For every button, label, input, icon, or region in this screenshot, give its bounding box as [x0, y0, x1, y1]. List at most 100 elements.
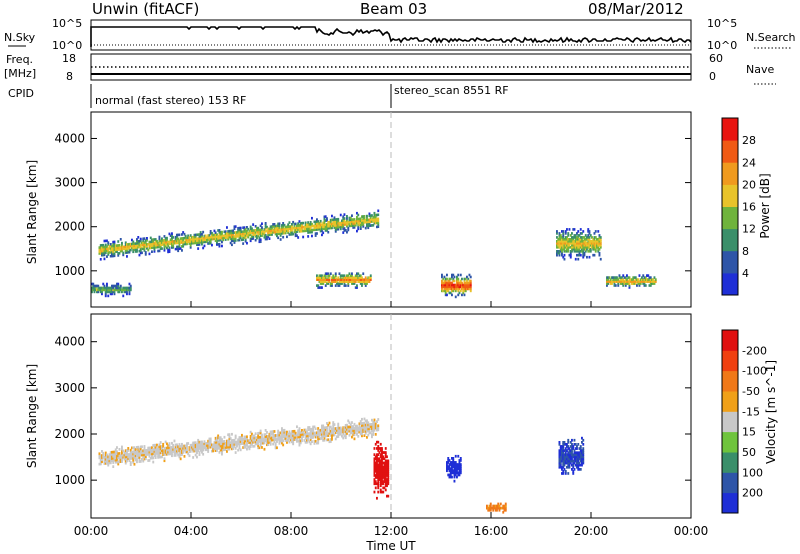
data-cell	[282, 230, 285, 233]
data-cell	[456, 463, 458, 466]
data-cell	[264, 229, 267, 233]
data-cell	[181, 241, 183, 244]
data-cell	[567, 240, 570, 243]
data-cell	[99, 456, 102, 460]
data-cell	[356, 221, 358, 225]
data-cell	[366, 421, 368, 425]
data-cell	[143, 241, 146, 244]
data-cell	[181, 233, 183, 236]
data-cell	[588, 238, 591, 241]
data-cell	[581, 236, 583, 239]
data-cell	[558, 250, 561, 253]
data-cell	[307, 432, 310, 436]
data-cell	[272, 430, 275, 433]
data-cell	[342, 274, 345, 277]
data-cell	[321, 223, 323, 227]
data-cell	[333, 429, 336, 433]
data-cell	[387, 476, 390, 479]
data-cell	[308, 231, 311, 234]
data-cell	[329, 226, 332, 230]
freq-tick-bottom: 8	[66, 70, 73, 83]
data-cell	[383, 463, 386, 467]
data-cell	[252, 233, 255, 236]
data-cell	[341, 225, 343, 229]
data-cell	[347, 228, 350, 232]
data-cell	[264, 435, 267, 438]
data-cell	[236, 233, 238, 236]
data-cell	[574, 244, 577, 247]
data-cell	[576, 242, 578, 245]
data-cell	[239, 436, 242, 439]
data-cell	[239, 440, 242, 443]
data-cell	[194, 235, 197, 239]
data-cell	[566, 236, 568, 239]
data-cell	[162, 451, 165, 454]
data-cell	[644, 278, 647, 281]
data-cell	[326, 227, 328, 230]
data-cell	[503, 506, 506, 510]
data-cell	[144, 453, 147, 456]
data-cell	[353, 431, 356, 434]
data-cell	[317, 220, 320, 223]
data-cell	[338, 221, 341, 225]
data-cell	[316, 435, 318, 439]
data-cell	[372, 422, 375, 426]
time-tick-label: 12:00	[374, 524, 409, 538]
data-cell	[566, 457, 568, 461]
data-cell	[228, 443, 231, 447]
data-cell	[117, 284, 120, 288]
data-cell	[134, 244, 137, 247]
data-cell	[649, 280, 652, 283]
data-cell	[561, 244, 563, 247]
data-cell	[316, 222, 318, 225]
data-cell	[179, 457, 182, 461]
data-cell	[367, 222, 370, 226]
data-cell	[174, 239, 177, 243]
data-cell	[281, 441, 283, 445]
data-cell	[278, 435, 281, 439]
data-cell	[376, 426, 378, 430]
data-cell	[351, 220, 353, 223]
data-cell	[558, 459, 561, 463]
data-cell	[279, 234, 282, 237]
data-cell	[443, 283, 446, 287]
data-cell	[373, 478, 376, 481]
data-cell	[221, 450, 223, 454]
data-cell	[628, 280, 631, 283]
data-cell	[224, 444, 227, 447]
data-cell	[156, 243, 158, 247]
data-cell	[221, 442, 223, 446]
data-cell	[558, 246, 561, 249]
data-cell	[296, 234, 298, 237]
data-cell	[273, 438, 276, 442]
data-cell	[113, 240, 116, 244]
data-cell	[568, 447, 571, 450]
data-cell	[139, 451, 142, 455]
data-cell	[354, 429, 357, 432]
data-cell	[124, 457, 127, 461]
data-cell	[457, 471, 460, 475]
data-cell	[122, 449, 125, 453]
data-cell	[306, 436, 308, 440]
data-cell	[243, 443, 246, 447]
data-cell	[309, 442, 312, 446]
data-cell	[213, 441, 216, 444]
data-cell	[342, 278, 345, 281]
data-cell	[563, 240, 566, 243]
data-cell	[263, 439, 266, 443]
data-cell	[268, 432, 271, 436]
data-cell	[138, 460, 141, 463]
data-cell	[384, 484, 387, 488]
data-cell	[324, 215, 327, 218]
data-cell	[373, 219, 376, 223]
data-cell	[597, 248, 600, 251]
data-cell	[267, 235, 270, 239]
data-cell	[568, 457, 571, 461]
data-cell	[168, 246, 171, 250]
data-cell	[448, 283, 451, 287]
data-cell	[349, 274, 352, 277]
data-cell	[466, 283, 468, 287]
data-cell	[158, 443, 161, 447]
data-cell	[163, 249, 166, 252]
data-cell	[239, 232, 242, 236]
